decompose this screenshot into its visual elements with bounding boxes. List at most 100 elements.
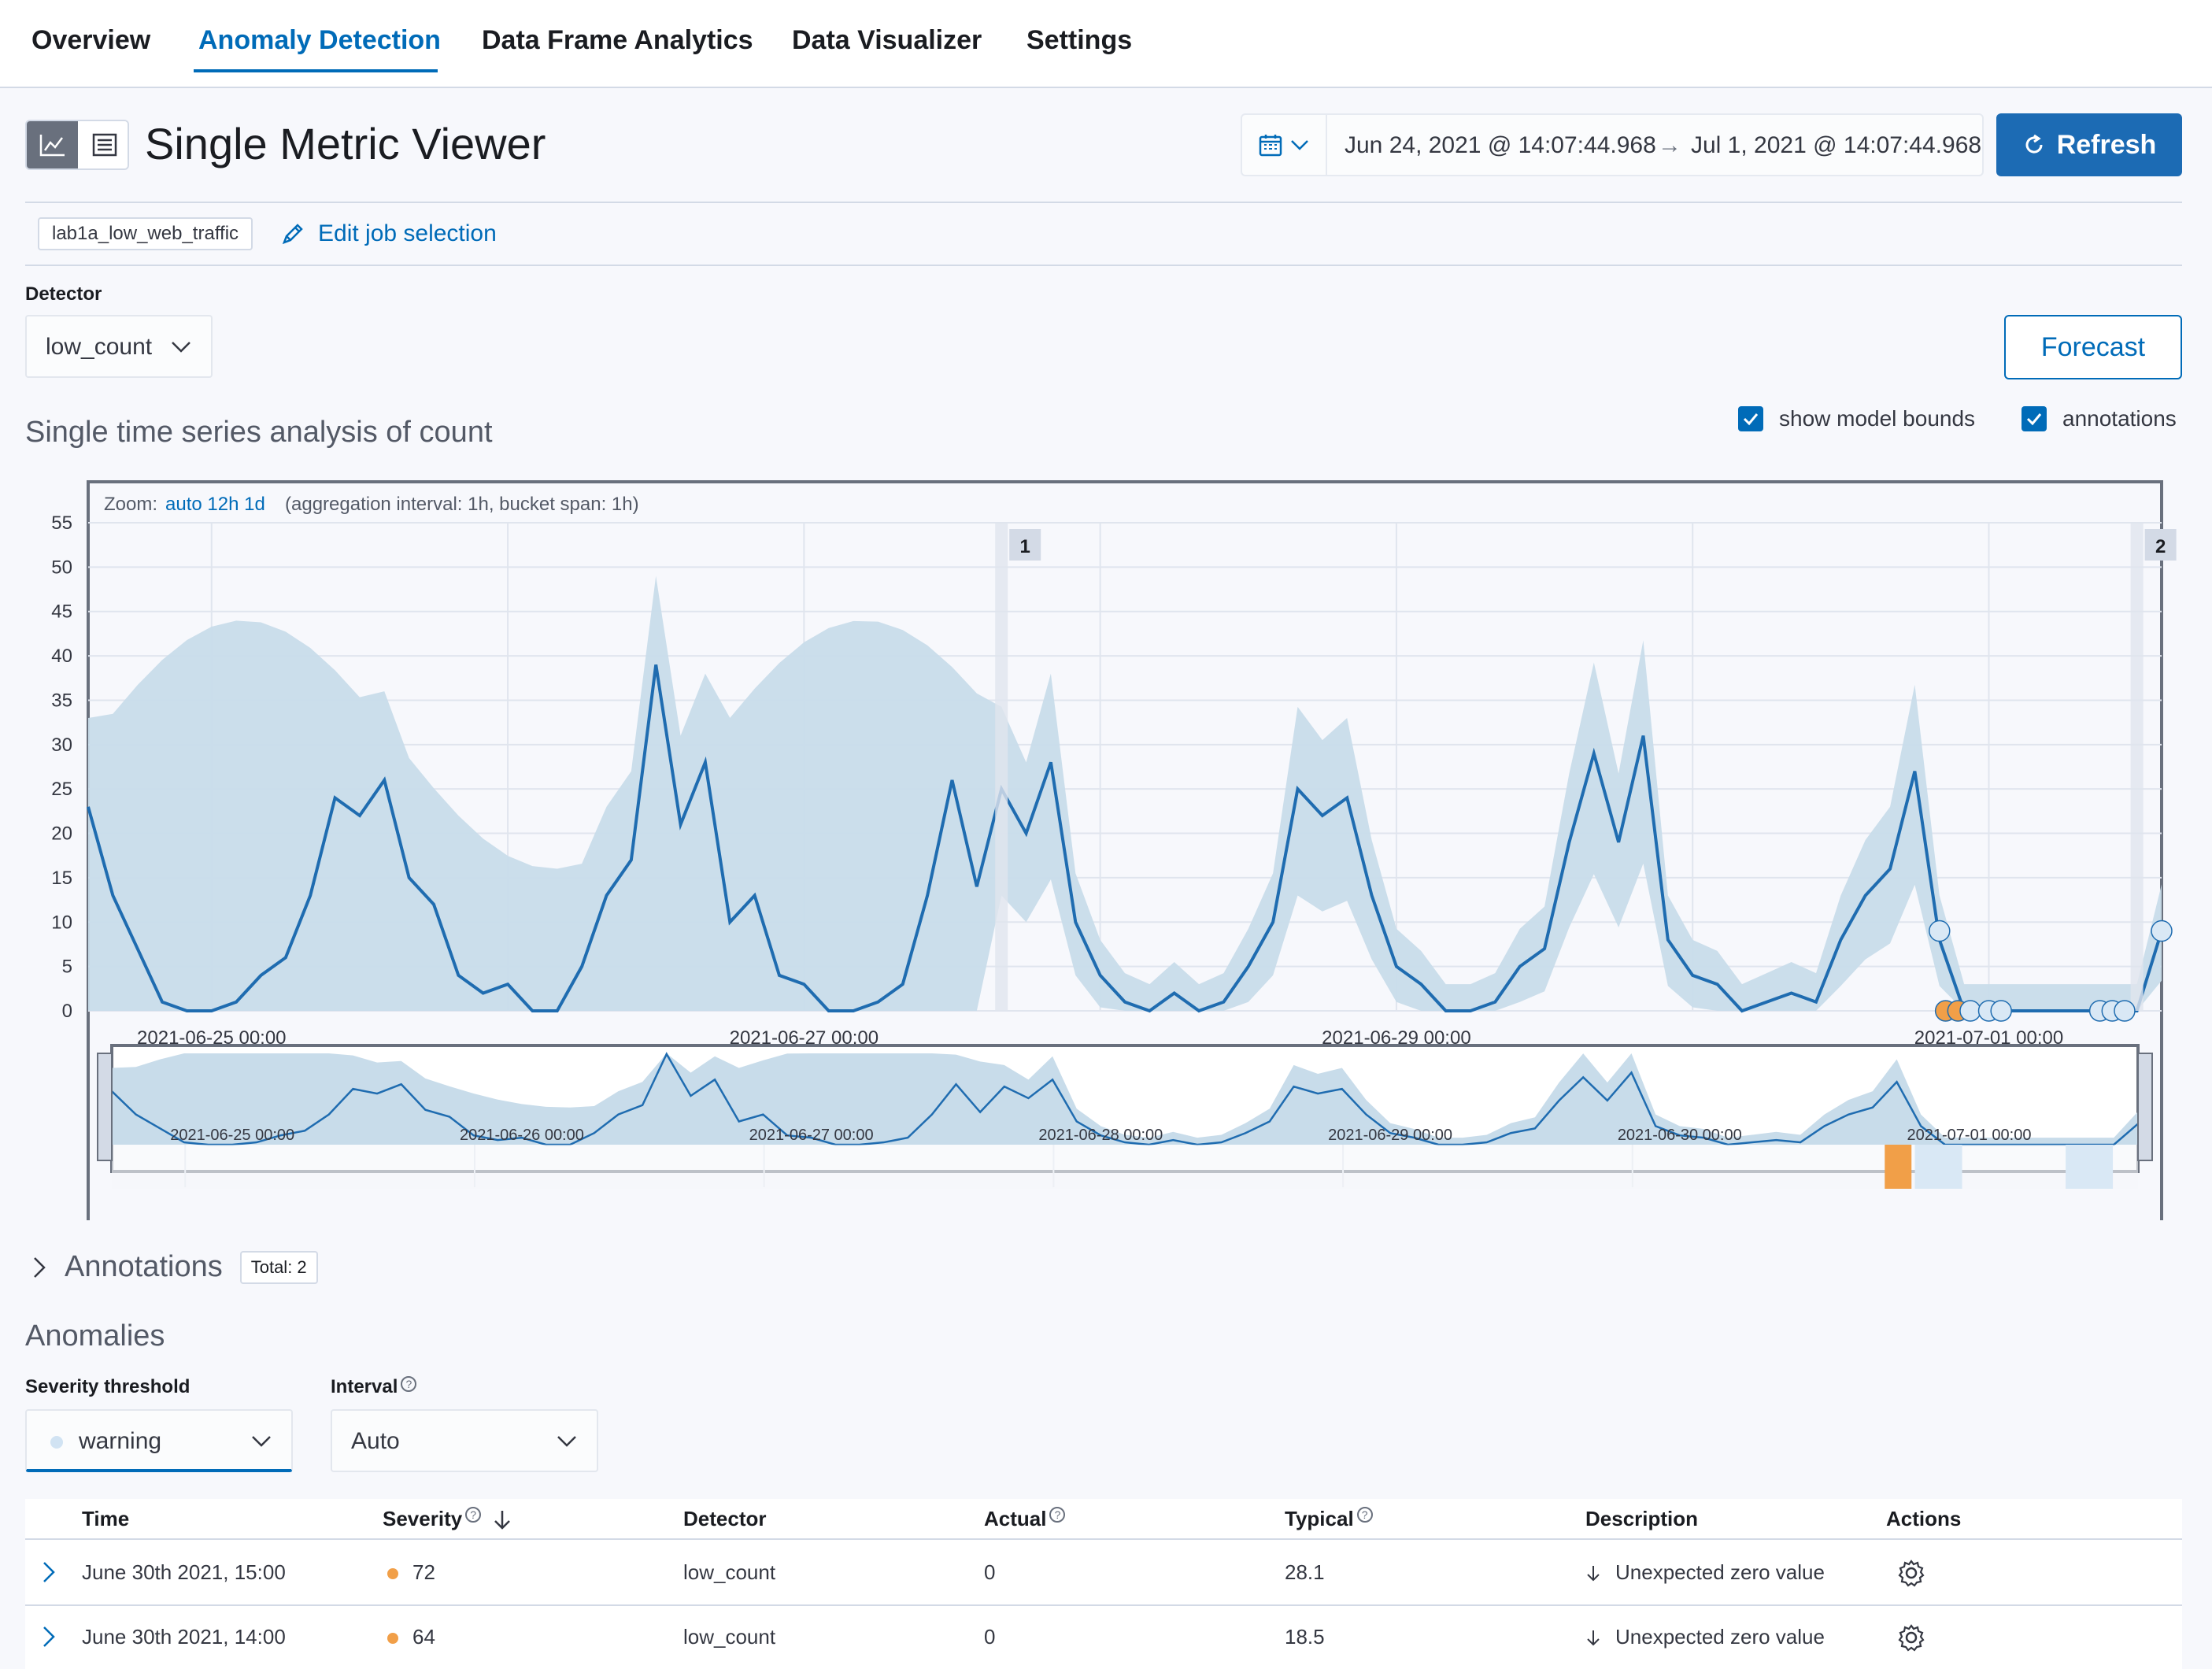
help-icon[interactable]: ?: [465, 1507, 482, 1523]
chevron-down-icon: [557, 1436, 576, 1447]
annotations-toggle-label: annotations: [2062, 406, 2177, 431]
gear-icon[interactable]: [1897, 1559, 1925, 1587]
refresh-button[interactable]: Refresh: [1996, 113, 2182, 176]
row-time: June 30th 2021, 15:00: [82, 1560, 286, 1584]
severity-threshold-select[interactable]: warning: [25, 1409, 293, 1472]
page-title: Single Metric Viewer: [145, 119, 546, 168]
time-series-chart[interactable]: Zoom: auto 12h 1d (aggregation interval:…: [0, 472, 2212, 1220]
interval-label: Interval?: [331, 1376, 417, 1398]
annotation-range: [995, 523, 1008, 1011]
anomaly-marker: [2151, 920, 2173, 942]
annotation-badge: [2144, 529, 2177, 561]
column-header-description: Description: [1585, 1507, 1699, 1530]
column-header-actions: Actions: [1886, 1507, 1962, 1530]
context-tick-label: 2021-06-29 00:00: [1328, 1127, 1452, 1144]
calendar-icon: [1259, 135, 1282, 157]
context-tick-label: 2021-06-30 00:00: [1618, 1127, 1742, 1144]
expand-row-icon[interactable]: [41, 1625, 57, 1649]
zoom-prefix: Zoom:: [104, 494, 157, 515]
arrow-down-icon: [1587, 1630, 1600, 1646]
expand-row-icon[interactable]: [41, 1560, 57, 1584]
column-header-time[interactable]: Time: [82, 1507, 130, 1530]
anomalies-title: Anomalies: [25, 1319, 165, 1353]
forecast-button[interactable]: Forecast: [2004, 315, 2182, 379]
show-model-bounds-checkbox[interactable]: show model bounds: [1738, 406, 1975, 431]
zoom-options[interactable]: auto 12h 1d: [165, 494, 265, 515]
tab-anomaly-detection[interactable]: Anomaly Detection: [198, 25, 441, 55]
edit-job-selection-link[interactable]: Edit job selection: [280, 220, 497, 247]
row-actual: 0: [984, 1560, 996, 1584]
tab-overview[interactable]: Overview: [31, 25, 151, 55]
table-row-divider: [25, 1604, 2182, 1606]
arrow-right-icon: →: [1658, 132, 1681, 158]
active-tab-indicator: [194, 69, 438, 72]
single-metric-view-button[interactable]: [27, 121, 78, 168]
anomaly-marker: [1990, 1000, 2012, 1022]
annotation-number: 1: [1020, 536, 1030, 557]
row-description: Unexpected zero value: [1585, 1625, 1825, 1649]
context-tick-label: 2021-06-26 00:00: [460, 1127, 584, 1144]
anomaly-explorer-view-button[interactable]: [79, 121, 128, 168]
divider: [25, 265, 2182, 266]
chevron-right-icon: [34, 1256, 46, 1278]
checkbox-checked-icon: [1738, 406, 1763, 431]
y-tick-label: 20: [51, 823, 72, 845]
y-tick-label: 15: [51, 868, 72, 889]
chevron-down-icon: [1291, 140, 1308, 150]
pencil-icon: [282, 224, 303, 245]
context-swimlane: [112, 1145, 2138, 1189]
context-tick-label: 2021-07-01 00:00: [1907, 1127, 2032, 1144]
y-tick-label: 35: [51, 690, 72, 711]
context-line: [111, 1052, 2139, 1146]
detector-select[interactable]: low_count: [25, 315, 213, 378]
y-tick-label: 30: [51, 735, 72, 756]
detector-label: Detector: [25, 283, 102, 305]
anomaly-marker: [1959, 1000, 1981, 1022]
context-tick-label: 2021-06-25 00:00: [170, 1127, 294, 1144]
table-icon: [92, 133, 117, 157]
annotation-range: [2130, 523, 2144, 1011]
end-date[interactable]: Jul 1, 2021 @ 14:07:44.968: [1691, 132, 1982, 158]
chart-title: Single time series analysis of count: [25, 416, 493, 449]
anomalies-table: [25, 1499, 2182, 1669]
chevron-down-icon: [172, 342, 190, 353]
start-date[interactable]: Jun 24, 2021 @ 14:07:44.968: [1345, 132, 1656, 158]
quick-select-button[interactable]: [1242, 115, 1327, 175]
divider: [25, 202, 2182, 203]
sort-descending-icon: [494, 1511, 511, 1530]
context-tick-label: 2021-06-28 00:00: [1038, 1127, 1163, 1144]
column-header-detector[interactable]: Detector: [683, 1507, 767, 1530]
annotations-accordion[interactable]: Annotations Total: 2: [31, 1250, 318, 1284]
annotations-checkbox[interactable]: annotations: [2022, 406, 2177, 431]
column-header-actual[interactable]: Actual?: [984, 1507, 1066, 1531]
y-tick-label: 50: [51, 557, 72, 578]
swimlane-cell: [1914, 1145, 1962, 1189]
detector-value: low_count: [46, 334, 153, 360]
severity-dot: [387, 1633, 398, 1645]
aggregation-info: (aggregation interval: 1h, bucket span: …: [285, 494, 639, 515]
context-chart: 2021-06-25 00:00 2021-06-26 00:00 2021-06-…: [97, 1044, 2153, 1189]
annotation-number: 2: [2155, 536, 2166, 557]
context-bounds: [112, 1053, 2138, 1145]
brush-handle-left: [97, 1053, 113, 1161]
tab-data-frame-analytics[interactable]: Data Frame Analytics: [482, 25, 753, 55]
view-toggle: [25, 120, 129, 170]
column-header-severity[interactable]: Severity?: [383, 1507, 512, 1532]
row-severity: 72: [387, 1560, 435, 1585]
help-icon[interactable]: ?: [1356, 1507, 1373, 1523]
tab-data-visualizer[interactable]: Data Visualizer: [792, 25, 982, 55]
anomaly-markers: [1929, 920, 2173, 1022]
help-icon[interactable]: ?: [1049, 1507, 1066, 1523]
gear-icon[interactable]: [1897, 1623, 1925, 1652]
column-header-typical[interactable]: Typical?: [1285, 1507, 1373, 1531]
help-icon[interactable]: ?: [401, 1376, 417, 1392]
annotation-badge: [1009, 529, 1041, 561]
swimlane-cell: [2066, 1145, 2114, 1189]
interval-select[interactable]: Auto: [331, 1409, 598, 1472]
interval-value: Auto: [351, 1428, 400, 1454]
row-time: June 30th 2021, 14:00: [82, 1625, 286, 1649]
anomaly-marker: [1929, 920, 1951, 942]
tab-settings[interactable]: Settings: [1026, 25, 1133, 55]
row-detector: low_count: [683, 1625, 776, 1649]
